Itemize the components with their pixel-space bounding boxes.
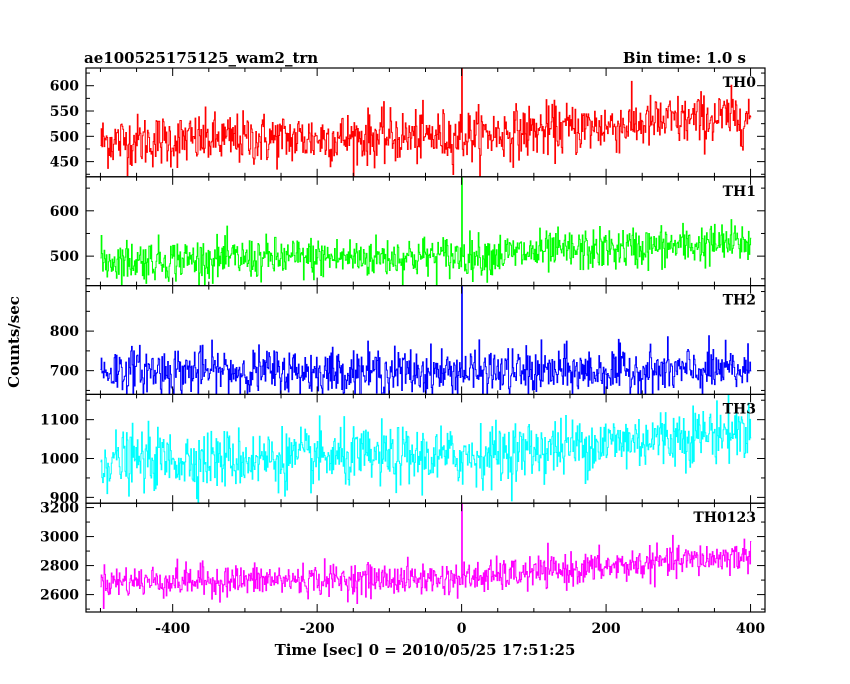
y-tick-label: 600 xyxy=(50,204,79,220)
panel-frame xyxy=(85,502,766,613)
chart-title: ae100525175125_wam2_trn xyxy=(84,49,318,67)
y-tick-label: 600 xyxy=(50,79,79,95)
y-tick-label: 450 xyxy=(50,155,79,171)
chart-subtitle: Bin time: 1.0 s xyxy=(623,49,746,67)
panel-label-th0123: TH0123 xyxy=(693,510,756,526)
panels-group: 450 500 550 600 TH0 500 600 TH1 700 800 TH2 900 1000… xyxy=(40,67,766,613)
panel-th2: 700 800 TH2 xyxy=(50,285,766,396)
x-tick-labels: -400 -200 0 200 400 xyxy=(155,621,765,637)
y-tick-label: 2600 xyxy=(40,588,79,604)
panel-th3: 900 1000 1100 TH3 xyxy=(40,393,766,506)
x-axis-label: Time [sec] 0 = 2010/05/25 17:51:25 xyxy=(275,641,576,659)
x-tick-label: -400 xyxy=(155,621,190,637)
y-tick-label: 500 xyxy=(50,129,79,145)
y-axis-label: Counts/sec xyxy=(5,296,23,388)
y-tick-label: 3000 xyxy=(40,530,79,546)
series-line-th1 xyxy=(100,176,752,286)
y-tick-label: 2800 xyxy=(40,559,79,575)
y-tick-label: 3200 xyxy=(40,501,79,517)
x-tick-label: 400 xyxy=(736,621,765,637)
x-tick-label: 0 xyxy=(457,621,467,637)
panel-label-th3: TH3 xyxy=(723,401,756,417)
panel-label-th2: TH2 xyxy=(723,293,756,309)
y-tick-label: 800 xyxy=(50,324,79,340)
y-tick-label: 500 xyxy=(50,249,79,265)
panel-th0123: 2600 2800 3000 3200 TH0123 xyxy=(40,501,766,613)
series-line-th0 xyxy=(100,68,752,177)
series-line-th3 xyxy=(100,394,752,504)
series-line-th0123 xyxy=(100,503,752,609)
panel-th1: 500 600 TH1 xyxy=(50,176,766,287)
panel-frame xyxy=(85,176,766,287)
panel-label-th0: TH0 xyxy=(723,75,757,91)
panel-th0: 450 500 550 600 TH0 xyxy=(50,67,766,178)
y-tick-label: 900 xyxy=(50,490,79,506)
y-tick-label: 1100 xyxy=(40,413,79,429)
y-tick-label: 550 xyxy=(50,104,79,120)
y-tick-label: 700 xyxy=(50,364,79,380)
y-tick-label: 1000 xyxy=(40,452,79,468)
x-tick-label: -200 xyxy=(300,621,335,637)
panel-label-th1: TH1 xyxy=(723,184,756,200)
x-tick-label: 200 xyxy=(591,621,620,637)
